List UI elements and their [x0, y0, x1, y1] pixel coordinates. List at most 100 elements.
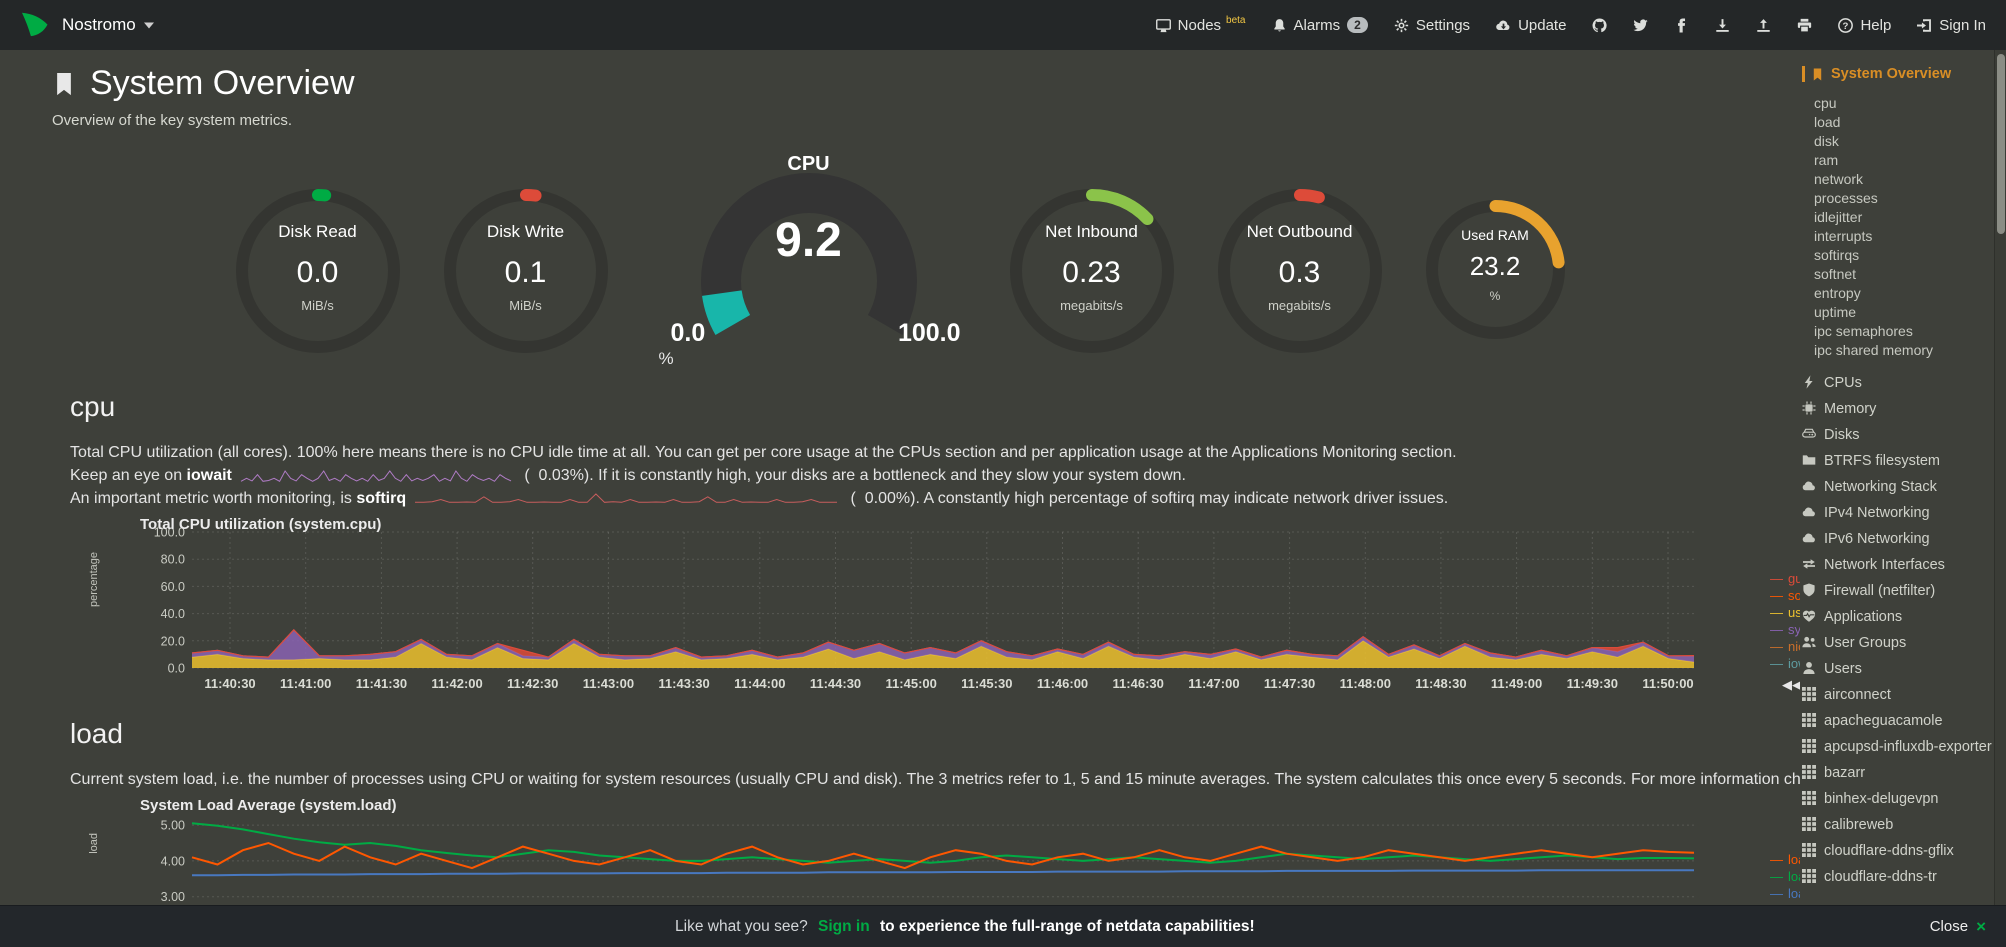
sidebar-item-cloudflare-ddns-gflix[interactable]: cloudflare-ddns-gflix [1802, 838, 1992, 864]
sidebar-item-label: Memory [1824, 401, 1877, 417]
nav-icon-facebook[interactable] [1674, 18, 1689, 33]
nav-icon-github[interactable] [1592, 18, 1608, 33]
gauge-used-ram[interactable]: Used RAM 23.2% [1423, 197, 1568, 342]
legend-row-load1[interactable]: —load14.23 [1770, 851, 1800, 868]
legend-row-load5[interactable]: —load54.07 [1770, 868, 1800, 885]
page-head: System Overview Overview of the key syst… [0, 50, 1800, 129]
sidebar-subitem-disk[interactable]: disk [1814, 133, 1839, 149]
sidebar-item-ipv6-networking[interactable]: IPv6 Networking [1802, 526, 1992, 552]
sidebar-item-apacheguacamole[interactable]: apacheguacamole [1802, 708, 1992, 734]
sidebar-item-label: calibreweb [1824, 817, 1894, 833]
nav-item-sign-in[interactable]: Sign In [1917, 17, 1986, 34]
legend-row-nice[interactable]: —nice0.1 [1770, 638, 1800, 655]
nav-item-nodes[interactable]: Nodes beta [1155, 15, 1246, 34]
legend-name: guest [1788, 571, 1800, 586]
netdata-logo[interactable] [20, 10, 50, 40]
sidebar-item-ipv4-networking[interactable]: IPv4 Networking [1802, 500, 1992, 526]
gauge-unit: MiB/s [509, 298, 542, 313]
chart-cpu-toolbar: ◀◀▶▶▶+−↕ [1770, 676, 1800, 693]
sidebar-subitem-network[interactable]: network [1814, 171, 1864, 187]
sidebar-item-system-overview[interactable]: System Overview [1802, 66, 1992, 82]
chart-pan-backward-button[interactable]: ◀◀ [1782, 676, 1800, 692]
sidebar-item-apcupsd-influxdb-exporter[interactable]: apcupsd-influxdb-exporter [1802, 734, 1992, 760]
banner-close-button[interactable]: Close × [1930, 917, 1986, 937]
sidebar-subitem-ram[interactable]: ram [1814, 152, 1839, 168]
nav-item-alarms-label: Alarms [1293, 16, 1341, 34]
sidebar-subitem-uptime[interactable]: uptime [1814, 304, 1857, 320]
cloud-download-icon [1496, 18, 1511, 33]
sidebar-item-cloudflare-ddns-tr[interactable]: cloudflare-ddns-tr [1802, 864, 1992, 890]
sidebar-item-binhex-delugevpn[interactable]: binhex-delugevpn [1802, 786, 1992, 812]
sidebar-item-firewall-netfilter[interactable]: Firewall (netfilter) [1802, 578, 1992, 604]
sidebar-subitem-entropy[interactable]: entropy [1814, 285, 1861, 301]
nav-icon-upload[interactable] [1756, 18, 1771, 33]
sidebar-item-label: IPv6 Networking [1824, 531, 1930, 547]
sidebar-item-memory[interactable]: Memory [1802, 396, 1992, 422]
nav-icon-twitter[interactable] [1633, 18, 1649, 33]
legend-row-system[interactable]: —system4.3 [1770, 621, 1800, 638]
hdd-icon [1802, 427, 1816, 441]
sidebar-subitem-interrupts[interactable]: interrupts [1814, 228, 1873, 244]
sidebar-subitem-ipc-semaphores[interactable]: ipc semaphores [1814, 323, 1913, 339]
legend-name: user [1788, 605, 1800, 620]
legend-row-guest[interactable]: —guest0.4 [1770, 570, 1800, 587]
sidebar-subitem-idlejitter[interactable]: idlejitter [1814, 209, 1863, 225]
nav-item-help[interactable]: ? Help [1838, 17, 1891, 34]
nav-item-nodes-label: Nodes [1177, 16, 1222, 34]
sidebar-item-disks[interactable]: Disks [1802, 422, 1992, 448]
sidebar-subitem-processes[interactable]: processes [1814, 190, 1878, 206]
gauge-cpu[interactable]: CPU 9.2 0.0 100.0% [649, 153, 969, 368]
sidebar-item-cpus[interactable]: CPUs [1802, 370, 1992, 396]
load-chart: System Load Average (system.load) load 5.0… [88, 797, 1800, 947]
sidebar-subitem-ipc-shared-memory[interactable]: ipc shared memory [1814, 342, 1934, 358]
sidebar-subitem-softirqs[interactable]: softirqs [1814, 247, 1860, 263]
banner-prefix: Like what you see? [675, 917, 808, 935]
sidebar-item-airconnect[interactable]: airconnect [1802, 682, 1992, 708]
sidebar-item-users[interactable]: Users [1802, 656, 1992, 682]
gauge-net-outbound[interactable]: Net Outbound 0.3 megabits/s [1215, 186, 1385, 356]
legend-row-user[interactable]: —user4.4 [1770, 604, 1800, 621]
svg-text:11:48:00: 11:48:00 [1340, 676, 1391, 691]
nav-item-settings[interactable]: Settings [1394, 17, 1470, 34]
page-scrollbar[interactable] [1994, 50, 2006, 947]
gauge-cpu-min: 0.0 [670, 319, 706, 347]
nav-item-update-label: Update [1518, 16, 1567, 34]
sidebar-subitem-softnet[interactable]: softnet [1814, 266, 1857, 282]
sidebar-item-btrfs-filesystem[interactable]: BTRFS filesystem [1802, 448, 1992, 474]
nav-item-alarms[interactable]: Alarms 2 [1272, 17, 1368, 34]
sidebar-item-applications[interactable]: Applications [1802, 604, 1992, 630]
sidebar-subitem-load[interactable]: load [1814, 114, 1841, 130]
sidebar-item-bazarr[interactable]: bazarr [1802, 760, 1992, 786]
svg-text:11:47:30: 11:47:30 [1264, 676, 1315, 691]
sidebar-item-calibreweb[interactable]: calibreweb [1802, 812, 1992, 838]
hostname-dropdown[interactable]: Nostromo [62, 15, 154, 35]
sidebar-item-label: Disks [1824, 427, 1860, 443]
sidebar-item-user-groups[interactable]: User Groups [1802, 630, 1992, 656]
folder-icon [1802, 453, 1816, 467]
legend-row-load15[interactable]: —load153.74 [1770, 885, 1800, 902]
legend-row-iowait[interactable]: —iowait0.0 [1770, 655, 1800, 672]
gauge-disk-write[interactable]: Disk Write 0.1 MiB/s [441, 186, 611, 356]
chart-load-canvas[interactable]: 5.00 4.00 3.00 [140, 799, 1700, 947]
chip-icon [1802, 401, 1816, 415]
scrollbar-thumb[interactable] [1997, 54, 2005, 234]
nav-icon-download[interactable] [1715, 18, 1730, 33]
sidebar-subitem-cpu[interactable]: cpu [1814, 95, 1837, 111]
chart-cpu-title: Total CPU utilization (system.cpu) [140, 516, 382, 533]
gauge-disk-read[interactable]: Disk Read 0.0 MiB/s [233, 186, 403, 356]
legend-row-softirq[interactable]: —softirq0.0 [1770, 587, 1800, 604]
nav-item-update[interactable]: Update [1496, 17, 1566, 34]
load-description-line1: Current system load, i.e. the number of … [70, 771, 1800, 788]
gauge-net-inbound[interactable]: Net Inbound 0.23 megabits/s [1007, 186, 1177, 356]
sidebar-item-label: IPv4 Networking [1824, 505, 1930, 521]
sidebar-item-networking-stack[interactable]: Networking Stack [1802, 474, 1992, 500]
chart-cpu-canvas[interactable]: 100.0 80.0 60.0 40.0 20.0 0.0 11:40:30 11:41:00… [140, 518, 1700, 696]
gauge-value: 0.0 [296, 256, 339, 289]
svg-text:11:44:30: 11:44:30 [810, 676, 861, 691]
sign-in-link[interactable]: Sign in [818, 917, 870, 935]
gauge-value: 0.23 [1062, 256, 1121, 289]
softirq-sparkline [414, 491, 838, 507]
github-icon [1592, 18, 1608, 33]
nav-icon-print[interactable] [1797, 18, 1812, 33]
sidebar-item-network-interfaces[interactable]: Network Interfaces [1802, 552, 1992, 578]
